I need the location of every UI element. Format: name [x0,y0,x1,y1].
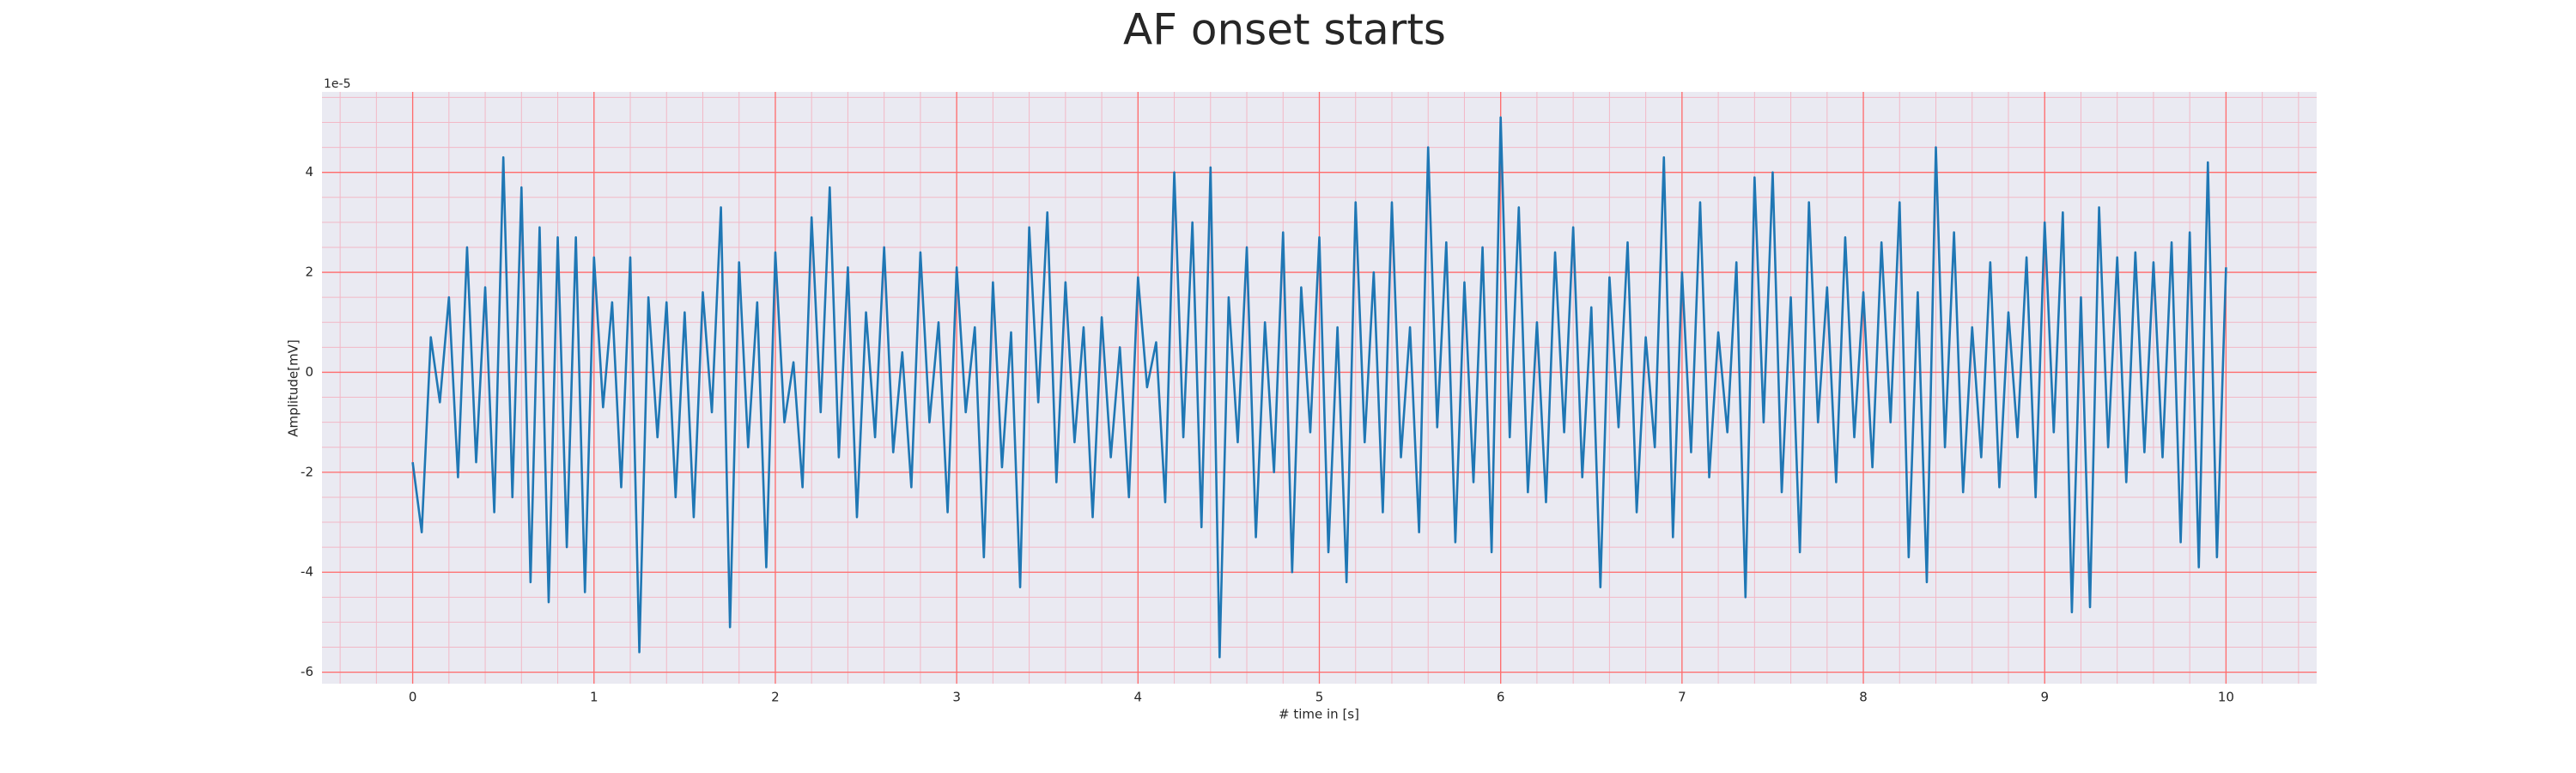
x-tick-label: 9 [2040,690,2049,705]
y-tick-label: -2 [301,464,313,479]
x-axis-label: # time in [s] [1279,707,1359,722]
x-tick-label: 7 [1678,690,1686,705]
series-line [411,116,2227,659]
x-tick-label: 8 [1859,690,1868,705]
y-tick-label: -6 [301,664,313,679]
y-axis-label: Amplitude[mV] [286,339,301,436]
chart-title: AF onset starts [1123,5,1446,55]
y-tick-label: -4 [301,564,313,580]
x-tick-label: 4 [1134,690,1143,705]
marks [411,116,2227,659]
x-tick-label: 6 [1497,690,1505,705]
x-tick-label: 10 [2218,690,2234,705]
x-tick-label: 0 [409,690,417,705]
x-tick-label: 5 [1315,690,1324,705]
x-tick-label: 2 [771,690,780,705]
y-tick-label: 4 [305,164,313,180]
y-tick-label: 2 [305,265,313,280]
offset-text: 1e-5 [324,77,350,91]
labels: 0 1 2 3 4 5 6 7 8 9 10 -6 -4 -2 0 2 4 [301,164,2234,704]
x-tick-label: 1 [590,690,598,705]
x-tick-label: 3 [952,690,961,705]
y-tick-label: 0 [305,364,313,380]
